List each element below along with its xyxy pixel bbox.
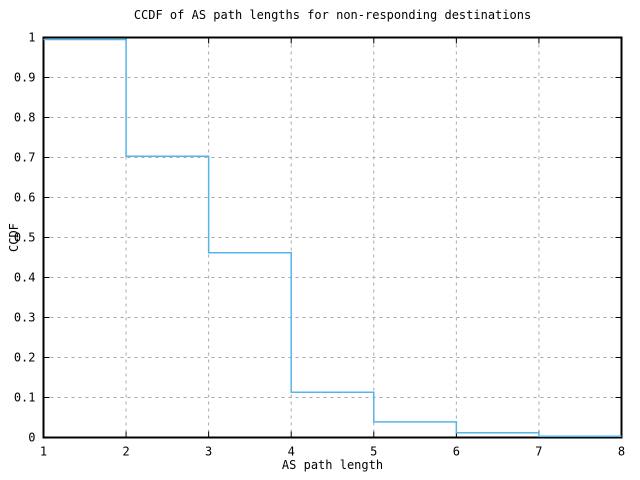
x-tick-label: 1 (40, 445, 47, 459)
y-tick-label: 0.5 (14, 231, 36, 245)
y-tick-label: 0.7 (14, 151, 36, 165)
x-tick-label: 3 (205, 445, 212, 459)
y-tick-label: 0.1 (14, 391, 36, 405)
x-tick-label: 2 (122, 445, 129, 459)
y-tick-label: 1 (28, 31, 35, 45)
x-tick-label: 6 (453, 445, 460, 459)
ccdf-step-curve (43, 38, 622, 438)
chart-title: CCDF of AS path lengths for non-respondi… (133, 8, 532, 22)
x-tick-label: 8 (618, 445, 625, 459)
x-tick-label: 7 (535, 445, 542, 459)
y-tick-label: 0.2 (14, 351, 36, 365)
y-tick-label: 0.3 (14, 311, 36, 325)
x-tick-label: 4 (288, 445, 295, 459)
y-tick-label: 0.8 (14, 111, 36, 125)
x-tick-label: 5 (370, 445, 377, 459)
y-tick-label: 0.6 (14, 191, 36, 205)
x-axis-label: AS path length (281, 458, 384, 472)
y-tick-label: 0.4 (14, 271, 36, 285)
y-tick-label: 0 (28, 431, 35, 445)
y-tick-label: 0.9 (14, 71, 36, 85)
